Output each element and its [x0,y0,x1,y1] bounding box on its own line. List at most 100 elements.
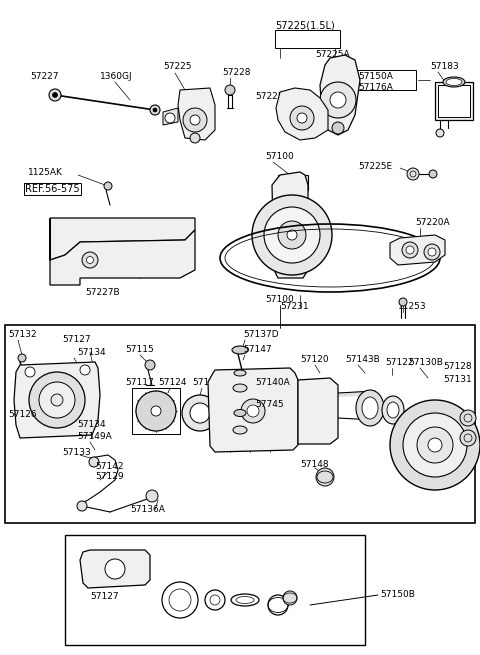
Text: 57120: 57120 [300,355,329,364]
Circle shape [399,298,407,306]
Text: 57128: 57128 [443,362,472,371]
Circle shape [39,382,75,418]
Polygon shape [50,218,195,260]
Text: 57745: 57745 [255,400,284,409]
Circle shape [52,92,58,98]
Bar [5,325,475,523]
Circle shape [320,82,356,118]
Polygon shape [178,88,215,140]
Text: 57137D: 57137D [243,330,278,339]
Circle shape [29,372,85,428]
Ellipse shape [382,396,404,424]
Bar [435,82,473,120]
Ellipse shape [443,77,465,87]
Text: 57130B: 57130B [408,358,443,367]
Circle shape [153,108,157,112]
Circle shape [86,257,94,263]
Circle shape [403,413,467,477]
Circle shape [146,490,158,502]
Circle shape [165,113,175,123]
Circle shape [283,591,297,605]
Circle shape [18,354,26,362]
Circle shape [77,501,87,511]
Circle shape [436,129,444,137]
Ellipse shape [233,384,247,392]
Polygon shape [50,218,195,285]
Bar [275,30,340,48]
Circle shape [80,365,90,375]
Bar [90,555,140,583]
Circle shape [424,244,440,260]
Text: 11253: 11253 [398,302,427,311]
Text: 57134: 57134 [77,420,106,429]
Circle shape [150,105,160,115]
Polygon shape [298,378,338,444]
Circle shape [460,410,476,426]
Circle shape [104,182,112,190]
Text: 57126: 57126 [8,410,36,419]
Bar [356,70,416,90]
Text: 57225(1.5L): 57225(1.5L) [275,20,335,30]
Text: 57127: 57127 [90,592,119,601]
Text: 57225E: 57225E [358,162,392,171]
Circle shape [105,559,125,579]
Ellipse shape [234,370,246,376]
Text: 57122: 57122 [385,358,413,367]
Circle shape [407,168,419,180]
Circle shape [278,221,306,249]
Circle shape [151,406,161,416]
Circle shape [136,391,176,431]
Circle shape [428,248,436,256]
Circle shape [436,406,454,424]
Ellipse shape [387,402,399,418]
Text: 57227B: 57227B [85,288,120,297]
Text: 57220A: 57220A [415,218,450,227]
Ellipse shape [356,390,384,426]
Text: 57133: 57133 [62,448,91,457]
Circle shape [290,106,314,130]
Text: 57228: 57228 [222,68,251,77]
Text: 57176A: 57176A [358,83,393,92]
Bar [438,85,470,117]
Bar [278,175,308,190]
Ellipse shape [234,409,246,417]
Circle shape [183,108,207,132]
Circle shape [225,85,235,95]
Text: 57231: 57231 [280,302,309,311]
Ellipse shape [446,79,462,86]
Circle shape [297,113,307,123]
Circle shape [316,468,334,486]
Text: 57136A: 57136A [130,505,165,514]
Circle shape [460,430,476,446]
Circle shape [428,438,442,452]
Polygon shape [208,368,298,452]
Circle shape [429,170,437,178]
Circle shape [287,230,297,240]
Circle shape [82,252,98,268]
Circle shape [49,89,61,101]
Circle shape [247,405,259,417]
Polygon shape [14,362,100,438]
Text: 57150A: 57150A [358,72,393,81]
Text: 1360GJ: 1360GJ [100,72,132,81]
Text: 57150B: 57150B [380,590,415,599]
Text: 57132: 57132 [8,330,36,339]
Polygon shape [320,55,360,135]
Circle shape [406,246,414,254]
Text: 1125AK: 1125AK [28,168,63,177]
Circle shape [451,424,459,432]
Text: 57131: 57131 [443,375,472,384]
Text: 57117: 57117 [125,378,154,387]
Circle shape [190,115,200,125]
Circle shape [182,395,218,431]
Text: 57124: 57124 [158,378,187,387]
Bar [132,388,180,434]
Circle shape [241,399,265,423]
Polygon shape [390,235,445,265]
Circle shape [332,122,344,134]
Text: 57134: 57134 [77,348,106,357]
Circle shape [264,207,320,263]
Circle shape [330,92,346,108]
Ellipse shape [362,397,378,419]
Circle shape [25,367,35,377]
